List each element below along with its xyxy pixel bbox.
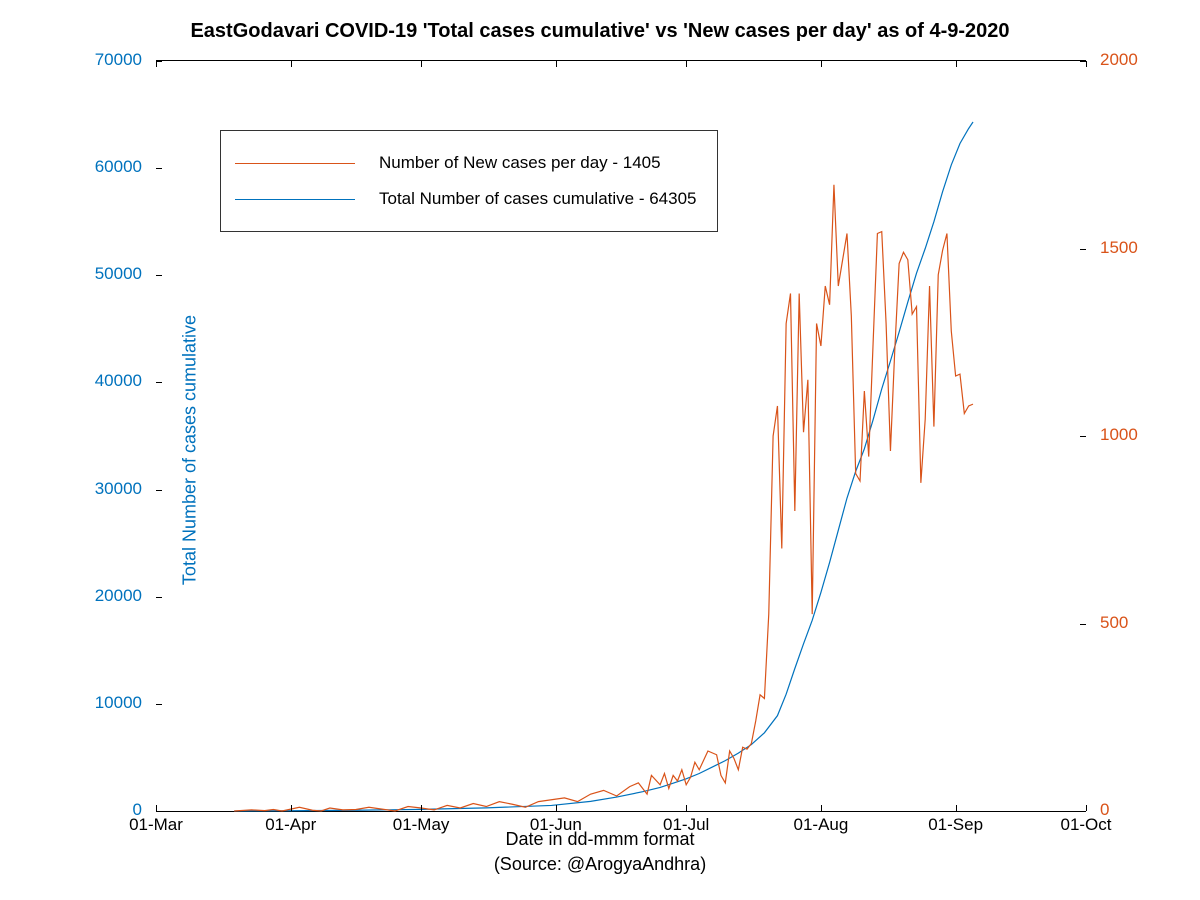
- legend-line-icon: [235, 163, 355, 164]
- y-left-tick-label: 10000: [95, 693, 150, 713]
- legend-item-cumulative: Total Number of cases cumulative - 64305: [235, 181, 697, 217]
- x-tick-label: 01-Jul: [663, 815, 709, 835]
- y-right-tick-label: 500: [1092, 613, 1128, 633]
- legend-label: Number of New cases per day - 1405: [379, 153, 661, 173]
- x-tick-label: 01-May: [393, 815, 450, 835]
- y-left-tick-label: 60000: [95, 157, 150, 177]
- y-left-tick-label: 50000: [95, 264, 150, 284]
- y-left-tick-label: 70000: [95, 50, 150, 70]
- chart-container: EastGodavari COVID-19 'Total cases cumul…: [0, 0, 1200, 900]
- legend-label: Total Number of cases cumulative - 64305: [379, 189, 697, 209]
- new-cases-line: [234, 185, 973, 811]
- y-right-tick-label: 0: [1092, 800, 1109, 820]
- x-tick-label: 01-Sep: [928, 815, 983, 835]
- chart-title: EastGodavari COVID-19 'Total cases cumul…: [0, 20, 1200, 43]
- y-left-tick-label: 30000: [95, 479, 150, 499]
- y-right-tick-label: 2000: [1092, 50, 1138, 70]
- x-axis-sublabel: (Source: @ArogyaAndhra): [0, 854, 1200, 875]
- y-left-tick-label: 20000: [95, 586, 150, 606]
- x-tick-label: 01-Jun: [530, 815, 582, 835]
- legend: Number of New cases per day - 1405 Total…: [220, 130, 718, 232]
- y-left-tick-label: 40000: [95, 371, 150, 391]
- legend-line-icon: [235, 199, 355, 200]
- legend-item-new-cases: Number of New cases per day - 1405: [235, 145, 697, 181]
- y-right-tick-label: 1000: [1092, 425, 1138, 445]
- y-right-tick-label: 1500: [1092, 238, 1138, 258]
- x-axis-label: Date in dd-mmm format (Source: @ArogyaAn…: [0, 829, 1200, 875]
- x-tick-label: 01-Apr: [265, 815, 316, 835]
- x-tick-label: 01-Aug: [793, 815, 848, 835]
- y-left-tick-label: 0: [133, 800, 150, 820]
